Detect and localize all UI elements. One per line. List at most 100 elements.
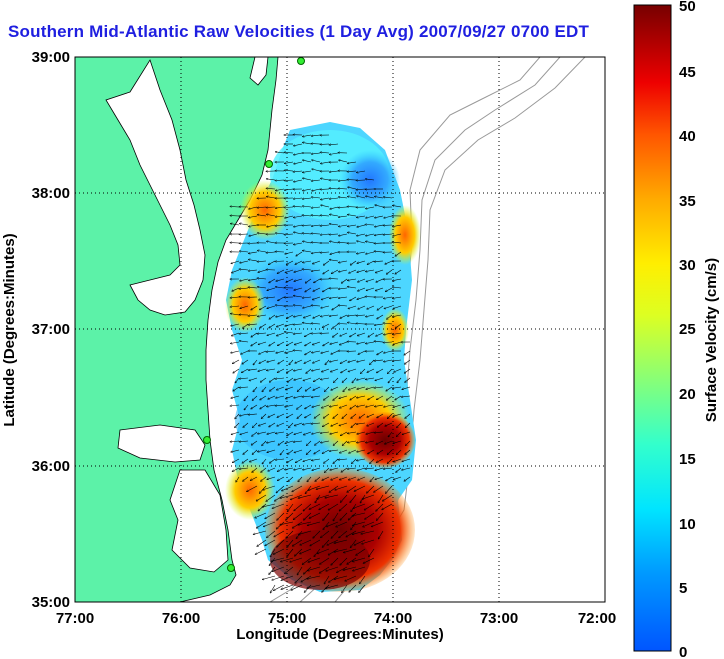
velocity-vector	[322, 476, 330, 480]
velocity-vector	[267, 305, 276, 308]
velocity-vector	[248, 315, 258, 316]
velocity-vector	[385, 440, 393, 444]
velocity-vector	[257, 261, 267, 262]
velocity-vector	[356, 170, 366, 173]
velocity-vector	[387, 413, 393, 419]
velocity-vector	[330, 359, 339, 362]
velocity-vector	[339, 422, 348, 426]
velocity-vector	[266, 252, 276, 253]
velocity-vector	[235, 377, 240, 383]
velocity-vector	[366, 206, 375, 209]
velocity-vector	[320, 557, 330, 564]
velocity-vector	[397, 377, 402, 383]
velocity-vector	[294, 269, 303, 272]
velocity-vector	[402, 467, 411, 470]
velocity-vector	[329, 224, 339, 226]
velocity-vector	[332, 332, 339, 337]
velocity-vector	[295, 260, 303, 264]
velocity-vector	[350, 404, 357, 409]
velocity-vector	[350, 539, 357, 548]
velocity-vector	[294, 503, 303, 511]
velocity-vector	[321, 296, 330, 300]
velocity-vector	[347, 161, 357, 163]
velocity-vector	[294, 143, 303, 146]
velocity-vector	[341, 368, 348, 373]
velocity-vector	[302, 396, 312, 397]
y-axis: 39:00 38:00 37:00 36:00 35:00 Latitude (…	[1, 49, 70, 611]
velocity-vector	[366, 278, 375, 282]
velocity-vector	[302, 225, 312, 226]
colorbar-label: Surface Velocity (cm/s)	[703, 258, 720, 422]
velocity-vector	[374, 251, 384, 252]
velocity-vector	[402, 458, 411, 462]
velocity-vector	[342, 413, 348, 419]
velocity-vector	[386, 386, 393, 391]
velocity-vector	[251, 332, 258, 337]
velocity-vector	[388, 377, 393, 383]
velocity-vector	[339, 233, 348, 236]
velocity-vector	[312, 350, 321, 353]
velocity-vector	[294, 278, 303, 281]
velocity-vector	[305, 287, 312, 292]
velocity-vector	[336, 521, 348, 527]
velocity-vector	[383, 197, 393, 198]
velocity-vector	[357, 395, 366, 398]
velocity-vector	[306, 368, 312, 373]
velocity-vector	[312, 296, 321, 300]
velocity-vector	[329, 260, 339, 262]
velocity-vector	[376, 512, 384, 520]
velocity-vector	[310, 539, 321, 546]
velocity-vector	[268, 413, 276, 417]
velocity-vector	[342, 440, 348, 446]
velocity-vector	[268, 395, 276, 399]
velocity-vector	[335, 485, 348, 490]
velocity-vector	[266, 197, 276, 199]
velocity-vector	[387, 458, 393, 464]
velocity-vector	[302, 170, 312, 172]
velocity-vector	[235, 422, 240, 428]
velocity-vector	[338, 296, 348, 298]
velocity-vector	[377, 350, 384, 355]
velocity-vector	[312, 368, 321, 371]
velocity-vector	[356, 251, 366, 254]
velocity-vector	[258, 422, 267, 426]
velocity-vector	[392, 224, 402, 227]
velocity-vector	[276, 386, 285, 390]
velocity-vector	[396, 449, 402, 455]
velocity-vector	[347, 278, 357, 280]
velocity-vector	[311, 242, 321, 243]
station-marker	[297, 57, 305, 65]
velocity-vector	[393, 413, 402, 416]
velocity-vector	[285, 566, 294, 574]
y-axis-label: Latitude (Degrees:Minutes)	[1, 233, 18, 426]
velocity-vector	[294, 341, 303, 345]
velocity-vector	[314, 413, 321, 418]
velocity-vector	[277, 413, 285, 417]
velocity-vector	[302, 422, 312, 425]
velocity-vector	[277, 512, 285, 520]
velocity-vector	[338, 324, 348, 325]
velocity-vector	[277, 539, 285, 547]
velocity-vector	[293, 296, 303, 298]
velocity-vector	[268, 260, 276, 265]
velocity-vector	[306, 440, 312, 446]
velocity-vector	[314, 278, 321, 283]
velocity-vector	[285, 350, 294, 353]
velocity-vector	[405, 422, 411, 428]
velocity-vector	[255, 548, 267, 554]
velocity-vector	[232, 287, 240, 291]
y-tick-label: 37:00	[32, 321, 70, 338]
velocity-vector	[266, 297, 276, 298]
velocity-vector	[274, 530, 285, 537]
velocity-vector	[242, 359, 249, 364]
velocity-vector	[320, 431, 330, 433]
velocity-vector	[347, 557, 357, 564]
velocity-vector	[383, 296, 393, 299]
velocity-vector	[290, 494, 303, 500]
velocity-vector	[375, 467, 384, 470]
velocity-vector	[231, 269, 240, 273]
velocity-vector	[304, 332, 312, 337]
velocity-vector	[357, 341, 366, 344]
velocity-vector	[233, 368, 240, 373]
velocity-vector	[358, 287, 366, 291]
